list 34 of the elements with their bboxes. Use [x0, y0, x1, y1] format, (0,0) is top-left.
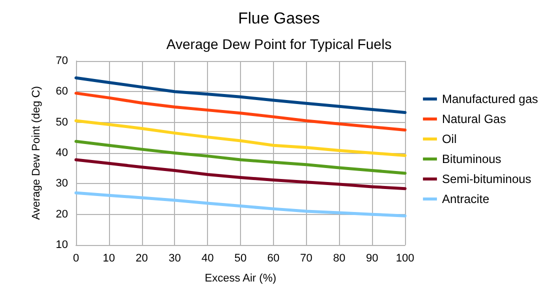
legend-label: Natural Gas [442, 112, 506, 126]
x-axis-title: Excess Air (%) [204, 272, 276, 284]
x-tick-label: 60 [267, 252, 280, 264]
x-tick-label: 10 [102, 252, 116, 264]
line-series [74, 92, 406, 132]
x-tick-label: 50 [234, 252, 247, 264]
legend-label: Manufactured gas [442, 92, 538, 106]
y-tick-label: 50 [56, 116, 68, 128]
legend-label: Antracite [442, 192, 490, 206]
line-series [74, 191, 406, 218]
y-tick-label: 70 [56, 55, 68, 67]
x-tick-label: 30 [168, 252, 181, 264]
chart-subtitle: Average Dew Point for Typical Fuels [166, 36, 392, 52]
x-tick-label: 20 [136, 252, 148, 264]
y-tick-label: 40 [56, 147, 68, 159]
x-tick-label: 0 [72, 252, 80, 264]
y-tick-label: 60 [56, 86, 68, 98]
line-series [74, 140, 406, 175]
y-tick-label: 10 [56, 239, 68, 251]
legend-label: Bituminous [442, 152, 502, 166]
x-tick-label: 70 [300, 252, 312, 264]
y-axis-title: Average Dew Point (deg C) [30, 86, 42, 220]
x-tick-label: 80 [333, 252, 346, 264]
line-series [74, 158, 406, 190]
x-tick-label: 100 [396, 252, 414, 264]
legend-label: Oil [442, 132, 457, 146]
chart-title: Flue Gases [238, 10, 320, 28]
line-series [74, 119, 406, 157]
legend-label: Semi-bituminous [442, 172, 532, 186]
y-tick-label: 20 [56, 208, 68, 220]
y-tick-label: 30 [56, 178, 68, 190]
line-series [74, 76, 406, 114]
x-tick-label: 90 [366, 252, 378, 264]
x-tick-label: 40 [201, 252, 214, 264]
